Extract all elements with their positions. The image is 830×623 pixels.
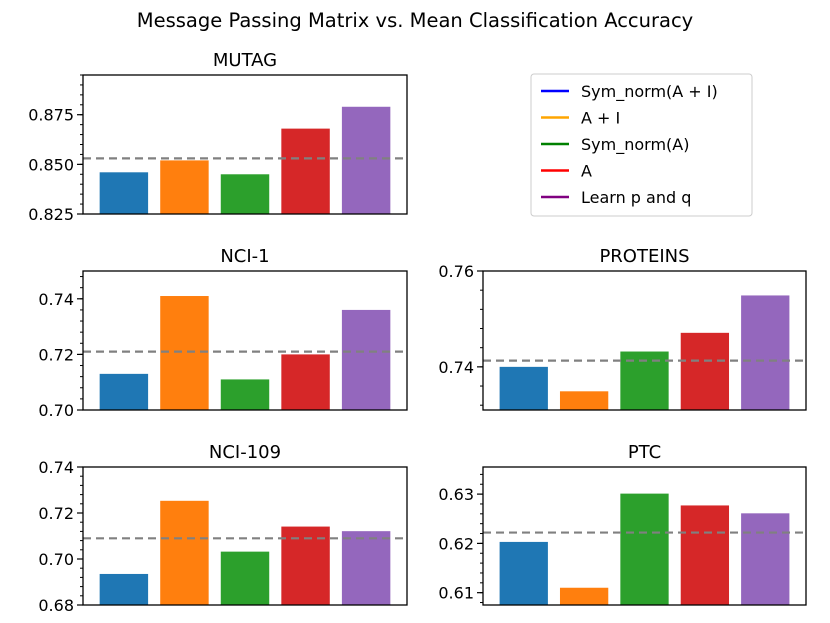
legend-frame [530, 73, 753, 217]
bar-3 [281, 526, 330, 605]
axes-frame [82, 270, 408, 411]
y-tick-label: 0.74 [38, 458, 74, 477]
bar-1 [160, 160, 209, 214]
y-tick-label: 0.850 [28, 155, 74, 174]
subplot-nci-1: NCI-1 0.70 0.72 0.74 [38, 246, 408, 420]
bar-4 [341, 309, 391, 410]
bar-1 [559, 391, 609, 410]
bar-0 [499, 541, 548, 605]
subplot-title: NCI-109 [209, 442, 281, 463]
bar-4 [341, 531, 391, 605]
bar-3 [281, 354, 330, 410]
subplot-title: PTC [628, 442, 661, 463]
bar-4 [741, 295, 790, 410]
axes-frame [482, 270, 807, 411]
y-tick-label: 0.72 [38, 345, 74, 364]
legend-label: Sym_norm(A) [581, 135, 689, 155]
bar-3 [680, 505, 730, 605]
y-tick-label: 0.72 [38, 504, 74, 523]
y-tick-label: 0.875 [28, 106, 74, 125]
bar-4 [741, 513, 790, 605]
bar-0 [99, 172, 149, 214]
axes-frame [82, 466, 408, 606]
subplot-ptc: PTC 0.61 0.62 0.63 [438, 442, 807, 606]
legend-label: Learn p and q [581, 188, 691, 207]
subplot-title: PROTEINS [599, 246, 689, 267]
bar-1 [559, 587, 609, 605]
y-tick-label: 0.74 [38, 290, 74, 309]
bar-3 [281, 128, 330, 214]
subplot-title: NCI-1 [220, 246, 269, 267]
bar-0 [99, 373, 149, 410]
subplot-title: MUTAG [213, 50, 277, 71]
y-tick-label: 0.76 [438, 262, 474, 281]
bar-2 [220, 174, 270, 214]
y-tick-label: 0.74 [438, 358, 474, 377]
bar-1 [160, 296, 209, 410]
bar-1 [160, 500, 209, 605]
y-tick-label: 0.62 [438, 534, 474, 553]
subplot-nci-109: NCI-109 0.68 0.70 0.72 0.74 [38, 442, 408, 615]
axes-frame [482, 466, 807, 606]
legend: Sym_norm(A + I) A + I Sym_norm(A) A Learn p … [530, 73, 753, 217]
y-tick-label: 0.825 [28, 205, 74, 224]
figure-title: Message Passing Matrix vs. Mean Classifi… [137, 9, 693, 32]
bar-0 [499, 366, 548, 410]
subplots: MUTAG0.8250.8500.875NCI-10.700.720.74PRO… [28, 50, 807, 615]
subplot-mutag: MUTAG 0.825 0.850 0.875 [28, 50, 408, 224]
legend-label: A + I [581, 109, 620, 128]
bar-2 [220, 551, 270, 605]
y-tick-label: 0.70 [38, 550, 74, 569]
legend-label: A [581, 162, 592, 181]
y-tick-label: 0.61 [438, 584, 474, 603]
bar-2 [220, 379, 270, 410]
bar-0 [99, 573, 149, 605]
bar-2 [620, 493, 669, 605]
legend-label: Sym_norm(A + I) [581, 82, 718, 102]
bar-3 [680, 332, 730, 410]
bar-4 [341, 106, 391, 214]
y-tick-label: 0.68 [38, 596, 74, 615]
y-tick-label: 0.70 [38, 401, 74, 420]
y-tick-label: 0.63 [438, 485, 474, 504]
subplot-proteins: PROTEINS 0.74 0.76 [438, 246, 807, 411]
